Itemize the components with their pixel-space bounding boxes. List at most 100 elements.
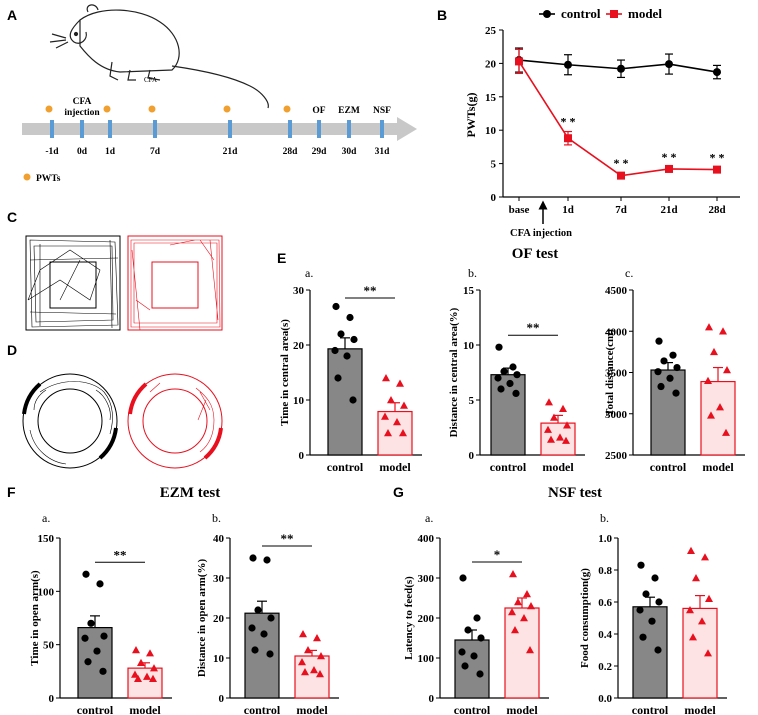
sub-label: b. bbox=[600, 511, 609, 525]
panel-label-f: F bbox=[7, 484, 16, 500]
bar-control bbox=[454, 639, 490, 699]
data-point-control bbox=[350, 335, 358, 344]
y-tick-label: 0 bbox=[299, 450, 305, 462]
test-label: OF bbox=[312, 106, 325, 116]
data-point-model bbox=[705, 323, 713, 331]
y-tick-label: 40 bbox=[213, 533, 225, 545]
pwt-dot bbox=[148, 105, 156, 113]
bar-model bbox=[700, 380, 736, 456]
data-point-control bbox=[509, 363, 517, 371]
chart-of-total-distance: c. 2500 3000 3500 4000 4500 Total distance(cm)… bbox=[604, 266, 745, 474]
legend-marker bbox=[543, 10, 551, 18]
y-tick-label: 400 bbox=[418, 533, 435, 545]
y-tick-label: 15 bbox=[485, 92, 497, 104]
y-axis-label: PWTs(g) bbox=[464, 93, 478, 138]
significance-mark: * * bbox=[614, 156, 629, 170]
bar-control bbox=[650, 369, 686, 456]
y-tick-label: 10 bbox=[485, 125, 497, 137]
panel-label-b: B bbox=[437, 7, 447, 23]
data-point-model bbox=[689, 633, 697, 641]
data-point-control bbox=[639, 633, 647, 641]
data-point-control bbox=[248, 624, 256, 632]
chart-ezm-distance-open-arm: b. 0 10 20 30 40 Distance in open arm(%) contro… bbox=[196, 511, 339, 715]
y-tick-label: 100 bbox=[418, 653, 435, 665]
timeline-tick bbox=[347, 120, 351, 138]
data-point-model bbox=[317, 652, 325, 660]
y-tick-label: 3000 bbox=[605, 409, 628, 421]
panel-label-c: C bbox=[7, 209, 17, 225]
data-point-control bbox=[512, 389, 520, 397]
chart-nsf-latency: a. 0 100 200 300 400 Latency to feed(s) control… bbox=[403, 511, 549, 715]
y-tick-label: 20 bbox=[485, 58, 497, 70]
data-point-control bbox=[96, 580, 104, 588]
data-point-control bbox=[477, 634, 485, 642]
data-point-model bbox=[704, 649, 712, 657]
test-label: EZM bbox=[338, 106, 360, 116]
data-point-model bbox=[400, 401, 408, 409]
data-point-control bbox=[251, 646, 259, 654]
x-tick-label: 21d bbox=[660, 204, 677, 216]
y-tick-label: 30 bbox=[213, 573, 225, 585]
data-point-control bbox=[334, 374, 342, 382]
panel-c-open-field-tracks bbox=[25, 235, 223, 331]
significance-mark: * * bbox=[710, 151, 725, 165]
data-point-control bbox=[655, 337, 663, 345]
y-tick-label: 100 bbox=[38, 586, 55, 598]
data-point-model bbox=[146, 649, 154, 657]
y-tick-label: 15 bbox=[463, 285, 475, 297]
data-point-control bbox=[343, 352, 351, 360]
data-point-model bbox=[707, 411, 715, 419]
timeline-day-label: 21d bbox=[223, 147, 239, 157]
timeline-day-label: -1d bbox=[45, 147, 59, 157]
y-tick-label: 10 bbox=[293, 395, 305, 407]
data-point-model bbox=[387, 396, 395, 404]
panel-label-e: E bbox=[277, 250, 286, 266]
data-point-model bbox=[381, 412, 389, 420]
data-point-model bbox=[523, 590, 531, 598]
data-point-model bbox=[131, 670, 139, 678]
x-tick-label: model bbox=[702, 460, 734, 474]
data-point-model bbox=[692, 574, 700, 582]
x-tick-label: control bbox=[632, 703, 669, 715]
data-point-control bbox=[513, 371, 521, 379]
data-point-control bbox=[497, 385, 505, 393]
data-point-model bbox=[150, 664, 158, 672]
y-tick-label: 0.0 bbox=[598, 693, 612, 705]
data-point-control bbox=[713, 68, 721, 77]
data-point-control bbox=[494, 374, 502, 382]
cfa-injection-label-2: injection bbox=[64, 108, 100, 118]
data-point-control bbox=[93, 647, 101, 655]
y-tick-label: 0.2 bbox=[598, 661, 612, 673]
data-point-model bbox=[399, 429, 407, 437]
data-point-control bbox=[81, 634, 89, 642]
data-point-model bbox=[705, 594, 713, 602]
bar-model bbox=[127, 667, 163, 699]
sub-label: a. bbox=[42, 511, 50, 525]
data-point-model bbox=[722, 428, 730, 436]
panel-a-timeline: CFA -1d 0d 1d 7d 21d 28d 29d OF 30d EZM 31d NSF CFA… bbox=[22, 4, 417, 184]
pwt-dot bbox=[223, 105, 231, 113]
data-point-control bbox=[459, 574, 467, 582]
data-point-model bbox=[132, 646, 140, 654]
timeline-tick bbox=[50, 120, 54, 138]
pwt-legend-label: PWTs bbox=[36, 174, 61, 184]
x-tick-label: model bbox=[296, 703, 328, 715]
x-tick-label: control bbox=[490, 460, 527, 474]
y-tick-label: 2500 bbox=[605, 450, 628, 462]
significance-mark: ** bbox=[281, 531, 294, 546]
data-point-control bbox=[665, 60, 673, 69]
data-point-model bbox=[559, 404, 567, 412]
injection-annotation: CFA injection bbox=[510, 228, 572, 239]
legend-marker bbox=[610, 10, 618, 18]
data-point-model bbox=[723, 366, 731, 374]
y-axis-label: Distance in central area(%) bbox=[448, 307, 460, 437]
x-tick-label: control bbox=[454, 703, 491, 715]
data-point-control bbox=[660, 357, 668, 365]
timeline-tick bbox=[317, 120, 321, 138]
data-point-control bbox=[332, 302, 340, 311]
timeline-tick bbox=[228, 120, 232, 138]
data-point-model bbox=[298, 658, 306, 666]
significance-mark: ** bbox=[527, 320, 540, 335]
sub-label: b. bbox=[468, 266, 477, 280]
